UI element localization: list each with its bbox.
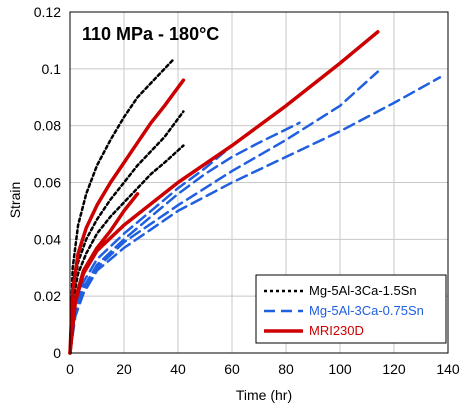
y-tick-label: 0 [53,345,61,361]
legend-label-mri230d: MRI230D [309,323,364,338]
y-tick-label: 0.02 [34,288,61,304]
series-1-curve-3 [68,70,380,355]
x-tick-label: 80 [278,361,294,377]
plot-frame [69,11,449,354]
y-tick-label: 0.08 [34,118,61,134]
x-tick-label: 40 [170,361,186,377]
x-tick-label: 100 [328,361,352,377]
series-1-curve-0 [68,104,288,355]
x-tick-label: 0 [66,361,74,377]
legend-label-0.75sn: Mg-5Al-3Ca-0.75Sn [309,303,424,318]
legend: Mg-5Al-3Ca-1.5Sn Mg-5Al-3Ca-0.75Sn MRI23… [255,274,447,344]
axis-ticks: 0 20 40 60 80 100 120 140 0 0.02 0.04 0.06 0.08 0.1 0.… [34,4,460,377]
x-tick-label: 20 [116,361,132,377]
y-tick-label: 0.12 [34,4,61,20]
y-axis-label: Strain [7,182,23,219]
series-0-curve-2 [68,144,185,355]
x-axis-label: Time (hr) [236,387,292,403]
y-tick-label: 0.06 [34,175,61,191]
chart-title: 110 MPa - 180°C [82,24,219,44]
x-tick-label: 140 [436,361,460,377]
y-tick-label: 0.1 [42,61,62,77]
series-2-curve-2 [68,192,140,355]
series-curves [68,30,442,355]
x-tick-label: 60 [224,361,240,377]
legend-label-1.5sn: Mg-5Al-3Ca-1.5Sn [309,283,417,298]
y-tick-label: 0.04 [34,231,61,247]
series-0-curve-0 [68,59,174,355]
series-2-curve-0 [68,78,186,355]
x-tick-label: 120 [382,361,406,377]
